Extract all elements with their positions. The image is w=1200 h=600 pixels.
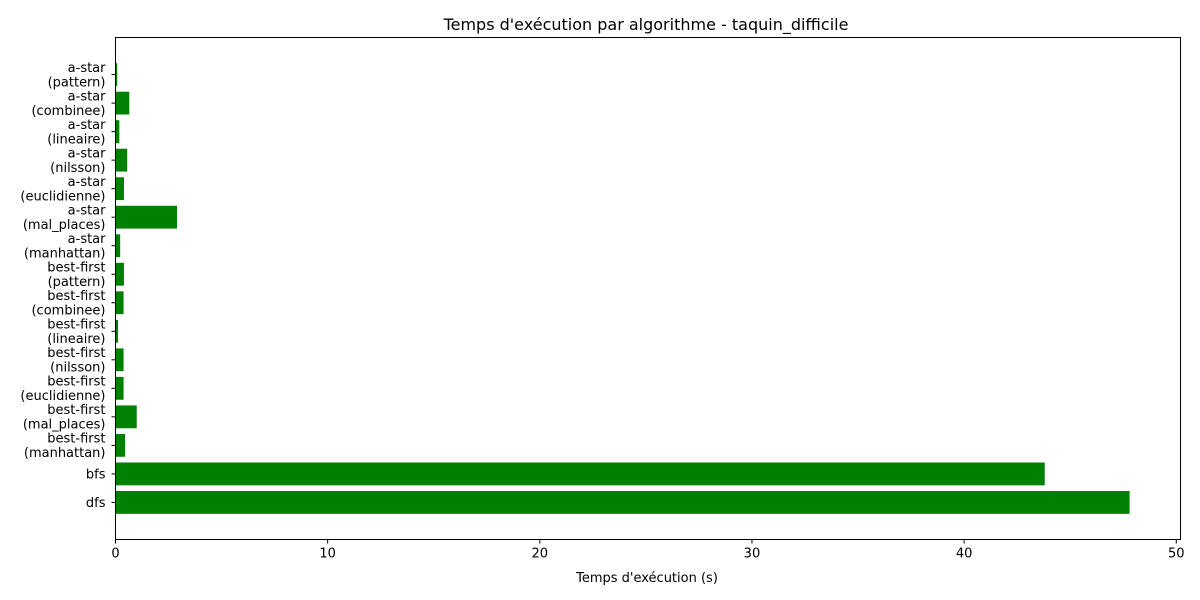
y-tick-label: best-first (combinee) xyxy=(31,289,105,319)
y-tick-label: dfs xyxy=(86,496,106,511)
y-tick-label: best-first (pattern) xyxy=(47,260,105,290)
y-tick-label-line: (mal_places) xyxy=(23,418,106,433)
y-tick-label-line: best-first xyxy=(47,432,105,447)
y-tick-label: best-first (euclidienne) xyxy=(20,375,105,405)
bar xyxy=(115,291,124,315)
bar xyxy=(115,405,137,429)
bar xyxy=(115,148,128,172)
y-tick-label-line: (pattern) xyxy=(48,75,106,90)
y-tick-label: best-first (lineaire) xyxy=(47,318,105,348)
y-tick-label-line: (euclidienne) xyxy=(20,389,105,404)
x-tick-label: 0 xyxy=(111,547,119,562)
y-tick-label-line: (combinee) xyxy=(31,304,105,319)
bar xyxy=(115,120,120,144)
y-tick-label-line: best-first xyxy=(47,260,105,275)
y-tick-label: best-first (nilsson) xyxy=(47,346,105,376)
y-tick-label-line: a-star xyxy=(68,146,106,161)
bar xyxy=(115,177,124,201)
y-tick-label-line: (euclidienne) xyxy=(20,189,105,204)
y-tick-label-line: (manhattan) xyxy=(24,246,106,261)
bar xyxy=(115,205,178,229)
chart-title: Temps d'exécution par algorithme - taqui… xyxy=(443,15,849,35)
y-tick-label-line: best-first xyxy=(47,346,105,361)
bar xyxy=(115,319,119,343)
y-tick-label: a-star (mal_places) xyxy=(23,203,106,233)
y-tick-label-line: best-first xyxy=(47,318,105,333)
x-tick-label: 40 xyxy=(956,547,973,562)
y-tick-label-line: (lineaire) xyxy=(47,332,105,347)
y-tick-label-line: best-first xyxy=(47,403,105,418)
y-tick-label-line: bfs xyxy=(86,467,106,482)
bar xyxy=(115,234,121,258)
y-tick-label-line: best-first xyxy=(47,289,105,304)
y-tick-label-line: dfs xyxy=(86,496,106,511)
bar xyxy=(115,491,1130,514)
plot-frame xyxy=(115,37,1181,540)
y-tick-label-line: (lineaire) xyxy=(47,132,105,147)
x-tick-label: 50 xyxy=(1168,547,1185,562)
x-axis: 0 10 20 30 40 50 xyxy=(111,539,1185,562)
bar xyxy=(115,433,126,457)
y-tick-label-line: a-star xyxy=(68,118,106,133)
x-axis-label: Temps d'exécution (s) xyxy=(575,571,718,586)
bar xyxy=(115,63,118,86)
y-tick-label: bfs xyxy=(86,467,106,482)
y-tick-label-line: (mal_places) xyxy=(23,218,106,233)
y-tick-label-line: (combinee) xyxy=(31,104,105,119)
bar xyxy=(115,376,124,400)
bar xyxy=(115,91,130,115)
y-tick-label-line: best-first xyxy=(47,375,105,390)
y-tick-label-line: a-star xyxy=(68,89,106,104)
y-tick-label-line: a-star xyxy=(68,175,106,190)
y-tick-label-line: a-star xyxy=(68,61,106,76)
bar xyxy=(115,262,124,286)
y-tick-label-line: a-star xyxy=(68,203,106,218)
y-tick-label-line: (nilsson) xyxy=(50,161,105,176)
y-tick-label: a-star (lineaire) xyxy=(47,118,106,148)
y-tick-label: a-star (nilsson) xyxy=(50,146,106,176)
y-tick-label-line: (nilsson) xyxy=(50,361,105,376)
bar xyxy=(115,462,1045,486)
y-tick-label-line: (pattern) xyxy=(48,275,106,290)
y-tick-label: a-star (manhattan) xyxy=(24,232,106,262)
y-tick-label-line: a-star xyxy=(68,232,106,247)
y-tick-label-line: (manhattan) xyxy=(24,446,106,461)
x-tick-label: 30 xyxy=(744,547,761,562)
y-tick-label: a-star (euclidienne) xyxy=(20,175,106,205)
y-tick-label: a-star (pattern) xyxy=(48,61,107,91)
x-tick-label: 10 xyxy=(319,547,336,562)
bars-group xyxy=(115,63,1130,514)
y-tick-label: best-first (mal_places) xyxy=(23,403,106,433)
y-tick-label: a-star (combinee) xyxy=(31,89,106,119)
bar xyxy=(115,348,124,372)
x-tick-label: 20 xyxy=(532,547,549,562)
y-tick-label: best-first (manhattan) xyxy=(24,432,106,462)
